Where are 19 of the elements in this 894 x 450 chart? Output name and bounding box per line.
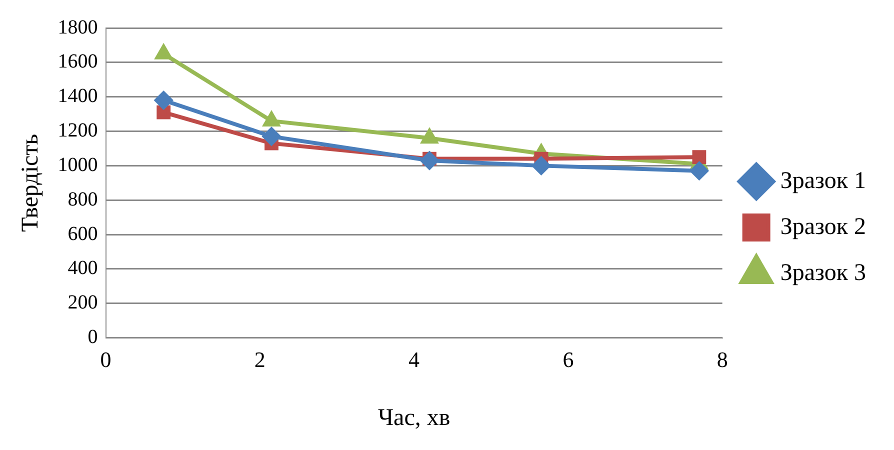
y-tick-label: 1600 xyxy=(58,50,98,73)
y-tick-label: 600 xyxy=(68,222,98,245)
y-tick-label: 200 xyxy=(68,292,98,314)
x-axis-title: Час, хв xyxy=(378,404,450,431)
x-tick-label: 6 xyxy=(562,346,574,372)
y-tick-label: 800 xyxy=(68,188,98,210)
legend-label: Зразок 3 xyxy=(780,260,866,286)
legend-label: Зразок 2 xyxy=(780,214,866,240)
y-tick-label: 1800 xyxy=(58,16,98,38)
legend-label: Зразок 1 xyxy=(780,168,866,194)
y-tick-label: 400 xyxy=(68,257,98,280)
y-tick-label: 0 xyxy=(88,326,98,348)
x-tick-label: 2 xyxy=(254,346,266,372)
y-tick-label: 1000 xyxy=(58,154,98,176)
y-tick-label: 1400 xyxy=(58,85,98,108)
y-tick-label: 1200 xyxy=(58,120,98,142)
x-tick-label: 4 xyxy=(408,346,420,372)
x-tick-label: 8 xyxy=(716,346,728,372)
y-axis-title: Твердість xyxy=(18,134,44,232)
